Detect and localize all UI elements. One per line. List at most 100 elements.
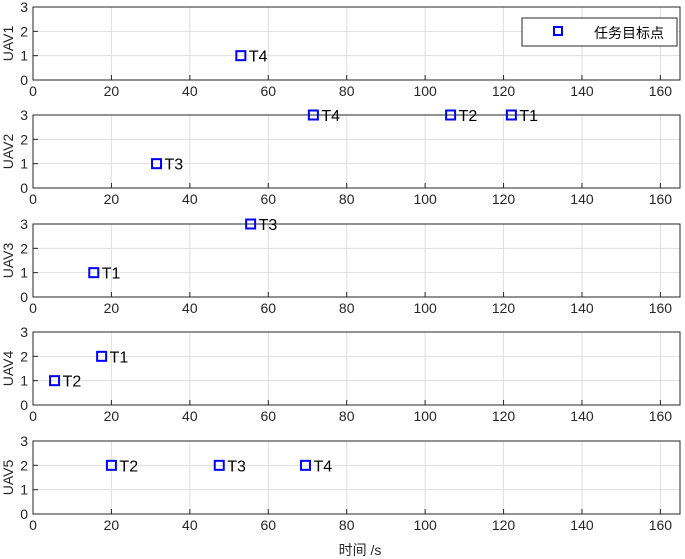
y-axis-label: UAV4	[0, 351, 16, 387]
y-tick-label: 1	[20, 156, 28, 172]
y-tick-label: 3	[20, 324, 28, 340]
y-tick-label: 3	[20, 216, 28, 232]
x-tick-label: 120	[492, 517, 516, 533]
x-tick-label: 120	[492, 300, 516, 316]
x-tick-label: 140	[570, 517, 594, 533]
data-point-marker	[96, 350, 108, 362]
data-point-label: T2	[63, 374, 82, 391]
x-tick-label: 140	[570, 300, 594, 316]
y-tick-label: 1	[20, 482, 28, 498]
legend-label: 任务目标点	[594, 25, 664, 41]
x-tick-label: 140	[570, 408, 594, 424]
subplot-1: 0 20 40 60 80 100 120 140 160 0 1 2 3 UAV1 T4 任务目标点	[0, 0, 681, 99]
x-tick-label: 60	[260, 408, 276, 424]
x-tick-label: 160	[649, 300, 673, 316]
x-tick-label: 160	[649, 408, 673, 424]
x-tick-label: 40	[182, 83, 198, 99]
x-tick-label: 20	[104, 83, 120, 99]
data-point-marker	[88, 267, 100, 279]
y-axis-label: UAV2	[0, 134, 16, 170]
data-point-marker	[49, 375, 61, 387]
data-point-marker	[445, 109, 457, 121]
x-tick-label: 40	[182, 517, 198, 533]
x-tick-label: 60	[260, 83, 276, 99]
y-axis-label: UAV5	[0, 460, 16, 496]
x-tick-label: 0	[29, 83, 37, 99]
axes-box	[32, 331, 681, 406]
y-tick-label: 2	[20, 457, 28, 473]
data-point-marker	[105, 459, 117, 471]
data-point-marker	[235, 50, 247, 62]
x-tick-label: 80	[339, 408, 355, 424]
y-tick-label: 0	[20, 289, 28, 305]
y-axis-label: UAV3	[0, 243, 16, 279]
y-tick-label: 3	[20, 107, 28, 123]
data-point-label: T2	[119, 458, 138, 475]
plot-area	[33, 441, 680, 514]
x-tick-label: 60	[260, 517, 276, 533]
x-tick-label: 0	[29, 300, 37, 316]
x-tick-label: 120	[492, 83, 516, 99]
x-tick-label: 100	[413, 300, 437, 316]
x-tick-label: 140	[570, 83, 594, 99]
legend-marker	[553, 26, 563, 36]
x-tick-label: 120	[492, 191, 516, 207]
data-point-marker	[505, 109, 517, 121]
x-tick-label: 20	[104, 408, 120, 424]
y-tick-label: 2	[20, 240, 28, 256]
y-tick-label: 0	[20, 397, 28, 413]
y-tick-label: 3	[20, 0, 28, 15]
data-point-label: T1	[519, 108, 538, 125]
data-point-marker	[151, 158, 163, 170]
x-tick-label: 100	[413, 408, 437, 424]
y-tick-label: 2	[20, 348, 28, 364]
axes-box	[32, 440, 681, 515]
data-point-label: T4	[321, 108, 340, 125]
x-tick-label: 100	[413, 83, 437, 99]
x-tick-label: 100	[413, 191, 437, 207]
legend: 任务目标点	[521, 17, 678, 47]
data-point-marker	[213, 459, 225, 471]
x-tick-label: 0	[29, 191, 37, 207]
x-axis-label: 时间 /s	[339, 542, 382, 558]
data-point-label: T3	[259, 217, 278, 234]
x-tick-label: 80	[339, 300, 355, 316]
plot-area	[33, 115, 680, 188]
x-tick-label: 80	[339, 517, 355, 533]
x-tick-label: 40	[182, 300, 198, 316]
x-tick-label: 80	[339, 191, 355, 207]
legend-box	[521, 17, 678, 47]
x-tick-label: 160	[649, 191, 673, 207]
y-tick-label: 1	[20, 48, 28, 64]
data-point-label: T4	[249, 49, 268, 66]
y-tick-label: 0	[20, 72, 28, 88]
y-tick-label: 3	[20, 433, 28, 449]
axes-box	[32, 6, 681, 81]
axes-box	[32, 114, 681, 189]
y-tick-label: 2	[20, 131, 28, 147]
y-tick-label: 1	[20, 265, 28, 281]
data-point-marker	[307, 109, 319, 121]
y-tick-label: 2	[20, 23, 28, 39]
x-tick-label: 20	[104, 517, 120, 533]
data-point-label: T3	[165, 157, 184, 174]
y-tick-label: 1	[20, 373, 28, 389]
x-tick-label: 160	[649, 83, 673, 99]
plot-area	[33, 332, 680, 405]
data-point-marker	[300, 459, 312, 471]
x-tick-label: 60	[260, 300, 276, 316]
x-tick-label: 40	[182, 408, 198, 424]
x-tick-label: 0	[29, 517, 37, 533]
x-tick-label: 20	[104, 300, 120, 316]
x-tick-label: 60	[260, 191, 276, 207]
x-tick-label: 0	[29, 408, 37, 424]
x-tick-label: 80	[339, 83, 355, 99]
axes-box	[32, 223, 681, 298]
plot-area	[33, 224, 680, 297]
y-tick-label: 0	[20, 180, 28, 196]
x-tick-label: 120	[492, 408, 516, 424]
data-point-label: T1	[110, 349, 129, 366]
